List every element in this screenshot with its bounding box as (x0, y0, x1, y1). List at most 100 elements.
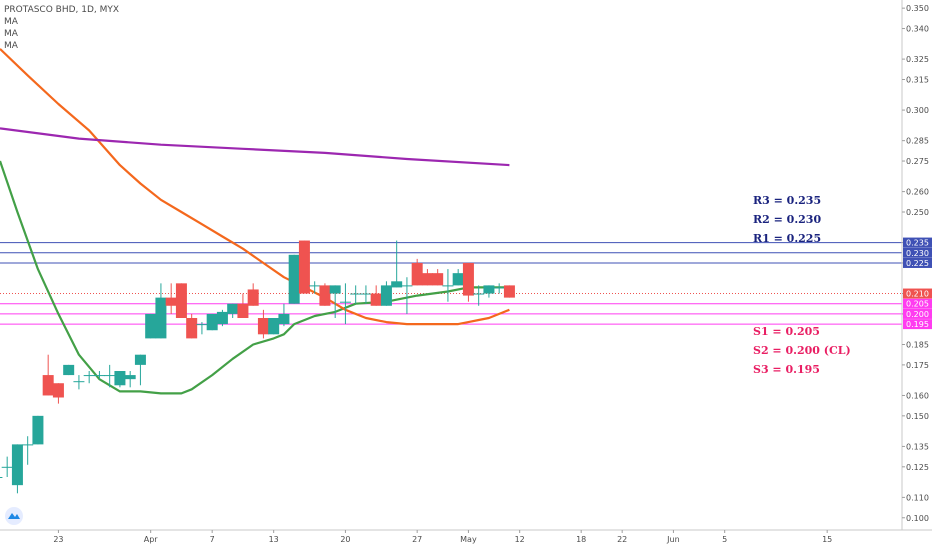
candle (483, 285, 495, 298)
candle (319, 283, 331, 306)
candle (257, 309, 269, 339)
candle-body (421, 273, 433, 286)
candle (186, 313, 198, 339)
candle (442, 269, 454, 302)
time-tick-label: Apr (144, 535, 159, 544)
candle-body (104, 375, 116, 377)
candle-body (22, 444, 34, 446)
price-tick-label: 0.300 (906, 106, 929, 115)
candle-body (114, 371, 126, 386)
price-tag-label: 0.205 (906, 300, 929, 309)
candle (22, 436, 34, 465)
time-axis[interactable]: 23 Apr 7 13 20 27 May 12 18 22 Jun 5 15 (53, 530, 832, 544)
candle-body (391, 281, 403, 288)
price-tick-label: 0.275 (906, 157, 929, 166)
price-tag-label: 0.230 (906, 249, 929, 258)
candle-body (93, 375, 105, 377)
candle-body (329, 285, 341, 294)
candle-body (206, 313, 218, 331)
candle (432, 269, 444, 286)
candle (237, 293, 249, 318)
time-tick-label: 20 (340, 535, 350, 544)
time-tick-label: May (460, 535, 477, 544)
candle-body (73, 381, 85, 383)
ma_slow-line (0, 127, 510, 167)
tradingview-logo-icon[interactable] (5, 507, 23, 525)
candle-body (268, 318, 280, 335)
candle (63, 364, 75, 376)
candle-body (473, 293, 485, 295)
candle-body (216, 311, 228, 325)
candle (247, 283, 259, 306)
candle (0, 477, 3, 478)
candle (114, 371, 126, 388)
price-tag-support: 0.195 (903, 319, 932, 330)
candle (391, 240, 403, 288)
candle-body (360, 293, 372, 295)
candle-body (442, 285, 454, 287)
candle-body (32, 415, 44, 445)
price-tick-label: 0.100 (906, 514, 929, 523)
price-tick-label: 0.350 (906, 4, 929, 13)
candle-body (196, 324, 208, 326)
candle-body (370, 293, 382, 306)
candle (288, 254, 300, 304)
price-tick-label: 0.315 (906, 76, 929, 85)
header-legend: PROTASCO BHD, 1D, MYX MA MA MA (4, 5, 119, 51)
price-tag-box (903, 257, 932, 268)
time-tick-label: 23 (53, 535, 63, 544)
candle (227, 303, 239, 318)
candle-body (319, 285, 331, 306)
candle-body (278, 313, 290, 325)
price-tick-label: 0.175 (906, 361, 929, 370)
candle-body (298, 240, 310, 294)
price-tag-support: 0.205 (903, 298, 932, 309)
candle-body (165, 297, 177, 306)
level-labels: R3 = 0.235 R2 = 0.230 R1 = 0.225 S1 = 0.205… (753, 194, 851, 376)
time-tick-label: 22 (617, 535, 627, 544)
candle (83, 371, 95, 384)
support-label: S2 = 0.200 (CL) (753, 344, 851, 357)
candle-body (257, 318, 269, 335)
candle (32, 415, 44, 445)
price-tick-label: 0.185 (906, 341, 929, 350)
price-tick-label: 0.160 (906, 391, 929, 400)
time-tick-label: 12 (515, 535, 525, 544)
price-tag-label: 0.210 (906, 290, 929, 299)
candle-body (227, 303, 239, 314)
price-tick-label: 0.150 (906, 412, 929, 421)
candle-body (237, 303, 249, 318)
support-label: S1 = 0.205 (753, 325, 820, 338)
candle-body (339, 301, 351, 303)
candle (206, 313, 218, 331)
candle (216, 309, 228, 327)
candle (155, 283, 167, 339)
candle (411, 258, 423, 286)
indicator-label-2[interactable]: MA (4, 29, 19, 39)
time-tick-label: 5 (722, 535, 727, 544)
candle-body (124, 375, 136, 380)
price-tick-label: 0.285 (906, 137, 929, 146)
candle-body (401, 285, 413, 287)
candle (503, 285, 515, 298)
price-tick-label: 0.340 (906, 25, 929, 34)
candle (11, 444, 23, 494)
candle-body (309, 285, 321, 287)
indicator-label-3[interactable]: MA (4, 41, 19, 51)
price-tag-last: 0.210 (903, 288, 932, 299)
candle-body (411, 262, 423, 286)
time-tick-label: Jun (666, 535, 680, 544)
price-tag-box (903, 308, 932, 319)
candle-body (247, 289, 259, 306)
price-tag-resistance: 0.230 (903, 247, 932, 258)
candle-body (11, 444, 23, 486)
indicator-label-1[interactable]: MA (4, 17, 19, 27)
candle (329, 285, 341, 318)
candle-body (452, 273, 464, 286)
price-tag-label: 0.195 (906, 320, 929, 329)
candle-body (145, 313, 157, 339)
candle (145, 313, 157, 339)
resistance-label: R1 = 0.225 (753, 232, 821, 245)
support-label: S3 = 0.195 (753, 363, 820, 376)
